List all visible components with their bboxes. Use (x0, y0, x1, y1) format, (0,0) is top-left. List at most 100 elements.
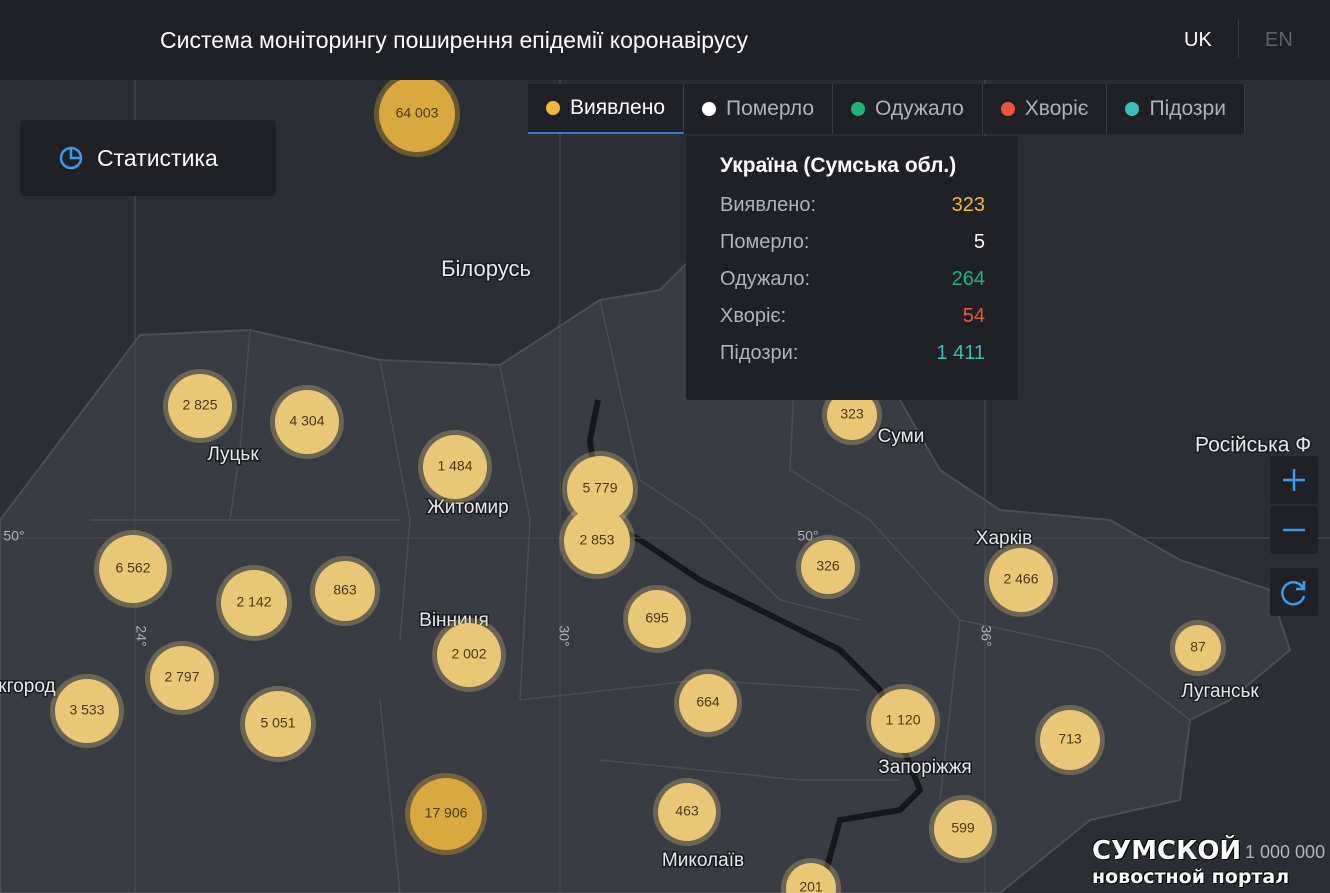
cluster-marker (934, 800, 992, 858)
cluster-marker (679, 674, 737, 732)
cluster-count: 2 466 (1003, 571, 1038, 587)
cluster-count: 201 (799, 879, 823, 893)
place-label: Запоріжжя (878, 757, 971, 778)
row-value: 264 (951, 268, 985, 290)
tab-label: Померло (726, 97, 815, 120)
cluster-marker (437, 623, 501, 687)
row-value: 323 (951, 194, 985, 216)
statistics-button[interactable]: Статистика (20, 120, 276, 196)
tooltip-row: Хворіє: 54 (720, 298, 985, 335)
place-label: Луцьк (207, 444, 259, 465)
cluster-count: 2 825 (182, 397, 217, 413)
cluster-count: 713 (1058, 731, 1082, 747)
cluster-count: 6 562 (115, 560, 150, 576)
row-label: Хворіє: (720, 305, 787, 327)
cluster-count: 326 (816, 558, 840, 574)
tab-dot (1000, 102, 1015, 116)
place-label: жгород (0, 676, 56, 697)
metric-tabs: Виявлено Померло Одужало Хворіє Підозри (528, 84, 1245, 134)
tooltip-row: Одужало: 264 (720, 261, 985, 298)
cluster-marker (871, 689, 935, 753)
place-label: Житомир (427, 497, 508, 518)
minus-icon (1283, 528, 1305, 532)
cluster-marker (989, 548, 1053, 612)
cluster-count: 1 120 (885, 712, 920, 728)
graticule-label: 36° (978, 625, 994, 646)
graticule-label: 24° (133, 625, 149, 646)
cluster-marker (628, 590, 686, 648)
tab-dot (1125, 102, 1140, 116)
cluster-count: 863 (333, 582, 357, 598)
cluster-count: 64 003 (396, 105, 439, 121)
watermark-subtitle: новостной портал (1092, 866, 1290, 888)
cluster-count: 1 484 (437, 458, 472, 474)
ukraine-territory (0, 178, 1292, 893)
cluster-count: 87 (1190, 639, 1206, 655)
reset-view[interactable] (1270, 568, 1318, 616)
place-label: Миколаїв (662, 850, 744, 871)
cluster-count: 5 779 (582, 480, 617, 496)
cluster-marker (567, 456, 633, 522)
cluster-marker (1175, 625, 1221, 671)
watermark-title: СУМСКОЙ (1092, 836, 1242, 866)
tab-label: Хворіє (1024, 97, 1089, 120)
cluster-marker (786, 863, 836, 893)
tooltip-row: Виявлено: 323 (720, 187, 985, 224)
tab[interactable]: Підозри (1107, 84, 1245, 134)
graticule-label: 30° (556, 625, 572, 646)
plus-icon (1283, 469, 1305, 491)
cluster-count: 323 (840, 406, 864, 422)
cluster-marker (245, 691, 311, 757)
cluster-marker (150, 646, 214, 710)
graticule-label: 50° (797, 528, 818, 544)
place-label: Суми (878, 426, 925, 447)
tab[interactable]: Хворіє (983, 84, 1108, 134)
scale-label: 1 000 000 (1245, 842, 1326, 862)
tab-label: Виявлено (570, 96, 665, 119)
language-uk[interactable]: UK (1184, 29, 1212, 51)
language-en[interactable]: EN (1265, 29, 1293, 51)
tab-dot (851, 102, 866, 116)
cluster-count: 2 797 (164, 669, 199, 685)
region-tooltip: Україна (Сумська обл.) Виявлено: 323 Помер… (686, 136, 1018, 400)
pie-icon (59, 146, 83, 170)
row-value: 1 411 (936, 342, 985, 364)
cluster-marker (55, 679, 119, 743)
cluster-count: 695 (645, 610, 669, 626)
row-label: Одужало: (720, 268, 811, 290)
zoom-out[interactable] (1270, 506, 1318, 554)
tab-label: Підозри (1149, 97, 1226, 120)
cluster-marker (275, 390, 339, 454)
cluster-count: 463 (675, 803, 699, 819)
cluster-count: 3 533 (69, 702, 104, 718)
tooltip-row: Підозри: 1 411 (720, 335, 985, 372)
cluster-marker (1040, 710, 1100, 770)
cluster-count: 599 (951, 820, 975, 836)
tooltip-title: Україна (Сумська обл.) (720, 154, 957, 177)
tab-dot (546, 101, 560, 115)
place-label: Білорусь (441, 256, 531, 281)
cluster-marker (221, 570, 287, 636)
place-label: Харків (976, 528, 1032, 549)
row-label: Виявлено: (720, 194, 817, 216)
row-label: Підозри: (720, 342, 799, 364)
tab[interactable]: Померло (684, 84, 834, 134)
cluster-count: 2 853 (579, 532, 614, 548)
tab[interactable]: Виявлено (528, 84, 684, 134)
cluster-marker (315, 561, 375, 621)
place-label: Російська Ф (1195, 434, 1311, 457)
place-label: Луганськ (1181, 681, 1259, 702)
tab[interactable]: Одужало (833, 84, 983, 134)
tab-dot (702, 102, 716, 116)
cluster-marker (658, 783, 716, 841)
cluster-marker (827, 390, 877, 440)
cluster-marker (423, 435, 487, 499)
cluster-marker (168, 374, 232, 438)
cluster-count: 2 142 (236, 594, 271, 610)
zoom-in[interactable] (1270, 456, 1318, 504)
cluster-count: 4 304 (289, 413, 324, 429)
graticule-label: 50° (3, 528, 24, 544)
header: Система моніторингу поширення епідемії к… (0, 0, 1330, 80)
